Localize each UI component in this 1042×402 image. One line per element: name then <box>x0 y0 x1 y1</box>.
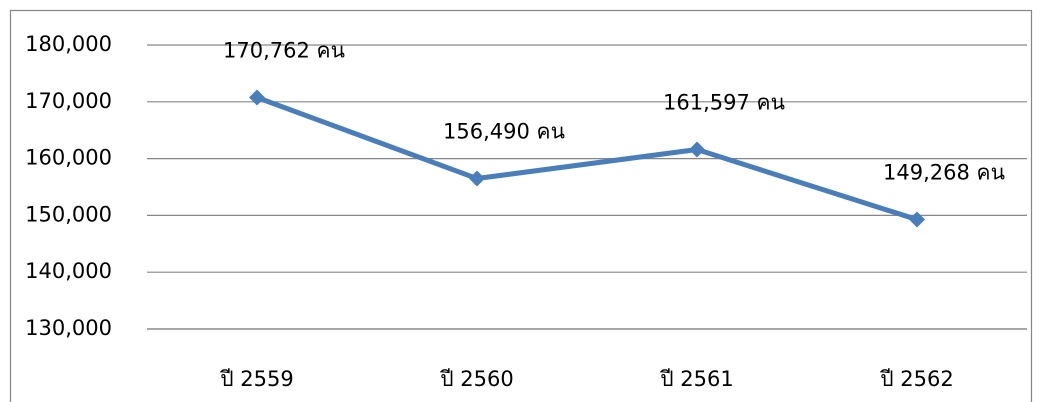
marker <box>689 141 705 158</box>
y-tick-label: 130,000 <box>25 316 112 340</box>
data-label: 156,490 คน <box>443 120 565 144</box>
y-tick-label: 140,000 <box>25 259 112 283</box>
x-tick-label: ปี 2559 <box>220 367 294 391</box>
data-label: 161,597 คน <box>663 91 785 115</box>
x-tick-label: ปี 2561 <box>660 367 734 391</box>
line <box>256 95 918 222</box>
marker <box>909 211 925 228</box>
y-tick-label: 170,000 <box>25 89 112 113</box>
x-tick-label: ปี 2562 <box>880 367 954 391</box>
x-tick-label: ปี 2560 <box>440 367 514 391</box>
y-tick-label: 150,000 <box>25 202 112 226</box>
data-label: 170,762 คน <box>223 38 345 62</box>
chart-frame <box>9 9 1033 402</box>
marker <box>249 89 265 106</box>
y-tick-label: 160,000 <box>25 146 112 170</box>
y-tick-label: 180,000 <box>25 32 112 56</box>
data-label: 149,268 คน <box>883 161 1005 185</box>
marker <box>469 170 485 187</box>
